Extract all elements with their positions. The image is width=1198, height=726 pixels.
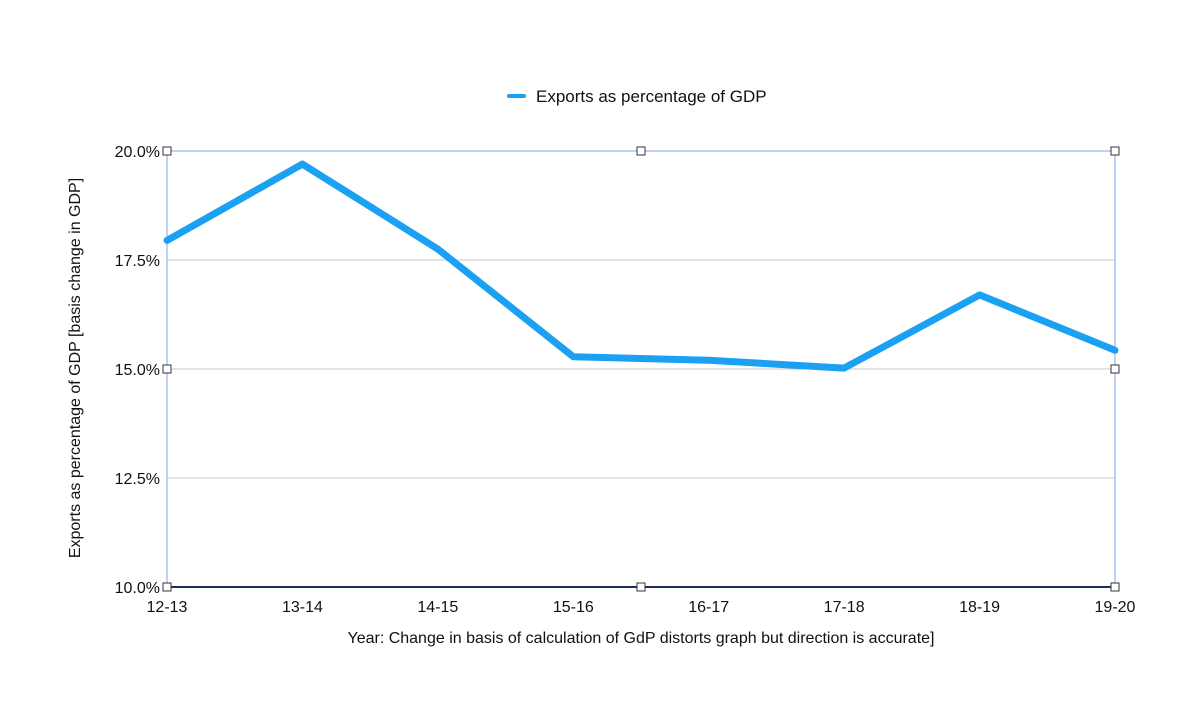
legend-label: Exports as percentage of GDP (536, 87, 767, 106)
x-axis-title: Year: Change in basis of calculation of … (347, 630, 934, 647)
x-tick-label: 15-16 (553, 599, 594, 616)
resize-handle (1110, 146, 1120, 156)
resize-handle (636, 146, 646, 156)
x-tick-label: 14-15 (417, 599, 458, 616)
y-axis-title: Exports as percentage of GDP [basis chan… (67, 178, 84, 558)
x-tick-labels: 12-13 13-14 14-15 15-16 16-17 17-18 18-19 19-20 (147, 599, 1136, 616)
x-tick-label: 13-14 (282, 599, 323, 616)
y-tick-label: 17.5% (115, 253, 160, 270)
y-tick-label: 10.0% (115, 580, 160, 597)
legend: Exports as percentage of GDP (507, 87, 767, 106)
x-tick-label: 12-13 (147, 599, 188, 616)
x-tick-label: 19-20 (1095, 599, 1136, 616)
selection-handles (162, 146, 1120, 592)
resize-handle (1110, 582, 1120, 592)
resize-handle (1110, 364, 1120, 374)
resize-handle (162, 582, 172, 592)
resize-handle (636, 582, 646, 592)
gridlines (167, 150, 1115, 588)
resize-handle (162, 146, 172, 156)
resize-handle (162, 364, 172, 374)
series-line-exports (163, 160, 1119, 372)
y-tick-labels: 10.0% 12.5% 15.0% 17.5% 20.0% (115, 144, 160, 597)
x-tick-label: 17-18 (824, 599, 865, 616)
x-tick-label: 16-17 (688, 599, 729, 616)
x-tick-label: 18-19 (959, 599, 1000, 616)
y-tick-label: 15.0% (115, 362, 160, 379)
y-tick-label: 12.5% (115, 471, 160, 488)
y-tick-label: 20.0% (115, 144, 160, 161)
